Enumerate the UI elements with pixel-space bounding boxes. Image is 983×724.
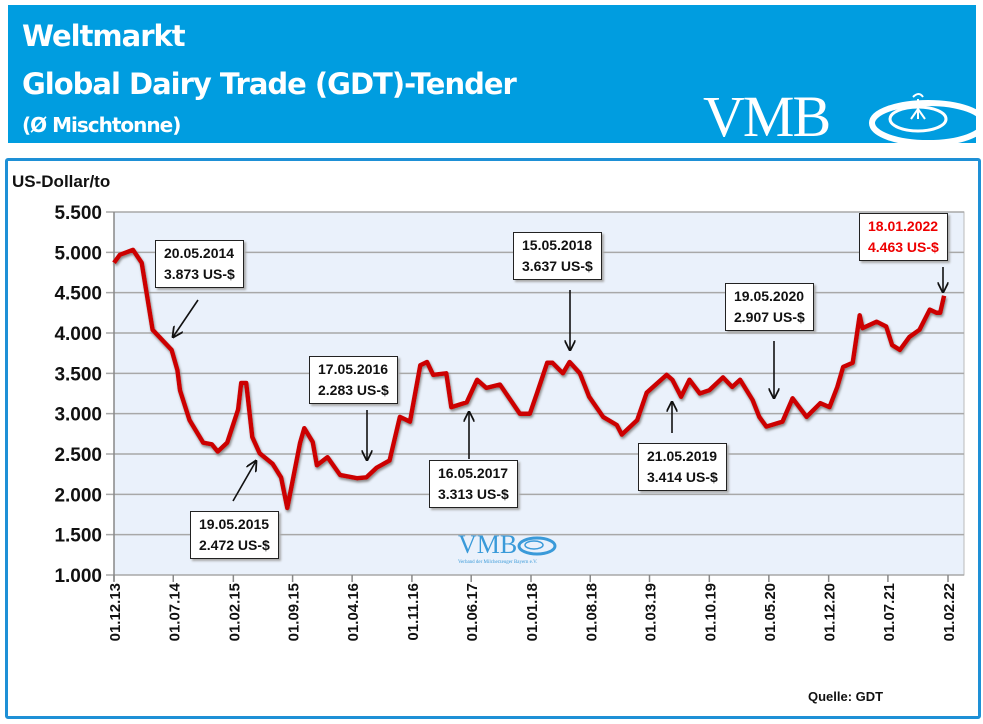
price-line bbox=[112, 247, 947, 511]
annotation-value: 4.463 US-$ bbox=[868, 239, 939, 255]
x-tick-label: 01.02.15 bbox=[226, 583, 243, 641]
y-axis-label: US-Dollar/to bbox=[12, 172, 111, 191]
annotation-date: 20.05.2014 bbox=[164, 245, 235, 261]
annotation-date: 19.05.2015 bbox=[199, 516, 270, 532]
x-tick-label: 01.12.13 bbox=[107, 583, 124, 641]
header-banner: Weltmarkt Global Dairy Trade (GDT)-Tende… bbox=[8, 5, 983, 147]
annotation-value: 2.907 US-$ bbox=[734, 309, 805, 325]
vmb-logo-text: VMB bbox=[703, 84, 831, 149]
watermark-logo-text: VMB bbox=[458, 530, 518, 559]
title-line-1: Weltmarkt bbox=[22, 19, 186, 53]
x-tick-label: 01.12.20 bbox=[822, 583, 839, 641]
annotation-2014: 20.05.2014 3.873 US-$ bbox=[155, 240, 244, 288]
annotation-date: 17.05.2016 bbox=[318, 361, 389, 377]
y-tick-label: 3.500 bbox=[54, 364, 102, 385]
x-tick-label: 01.02.22 bbox=[941, 583, 958, 641]
x-tick-label: 01.03.19 bbox=[643, 583, 660, 641]
x-tick-label: 01.07.14 bbox=[166, 582, 183, 641]
y-tick-label: 1.000 bbox=[54, 566, 102, 587]
watermark-subtitle: Verband der Milcherzeuger Bayern e.V. bbox=[458, 560, 538, 565]
y-tick-label: 1.500 bbox=[54, 526, 102, 547]
y-tick-label: 3.000 bbox=[54, 405, 102, 426]
x-tick-label: 01.09.15 bbox=[286, 583, 303, 641]
x-tick-label: 01.11.16 bbox=[405, 583, 422, 641]
annotation-2015: 19.05.2015 2.472 US-$ bbox=[190, 511, 279, 559]
annotation-2016: 17.05.2016 2.283 US-$ bbox=[309, 356, 398, 404]
watermark-logo-icon bbox=[517, 536, 557, 556]
title-line-2: Global Dairy Trade (GDT)-Tender bbox=[22, 67, 517, 101]
y-tick-label: 2.500 bbox=[54, 445, 102, 466]
annotation-date: 19.05.2020 bbox=[734, 288, 805, 304]
annotation-value: 3.313 US-$ bbox=[438, 486, 509, 502]
annotation-date: 16.05.2017 bbox=[438, 465, 509, 481]
annotation-arrow bbox=[232, 461, 256, 502]
annotation-date: 18.01.2022 bbox=[868, 218, 939, 234]
annotation-2017: 16.05.2017 3.313 US-$ bbox=[429, 460, 518, 508]
x-tick-label: 01.04.16 bbox=[345, 583, 362, 641]
annotation-value: 2.283 US-$ bbox=[318, 382, 389, 398]
annotation-value: 3.873 US-$ bbox=[164, 266, 235, 282]
y-tick-label: 5.500 bbox=[54, 203, 102, 224]
annotation-value: 3.637 US-$ bbox=[522, 258, 593, 274]
y-tick-label: 2.000 bbox=[54, 485, 102, 506]
annotation-value: 3.414 US-$ bbox=[647, 469, 718, 485]
x-tick-label: 01.10.19 bbox=[702, 583, 719, 641]
x-tick-label: 01.06.17 bbox=[464, 583, 481, 641]
y-tick-label: 4.500 bbox=[54, 284, 102, 305]
annotation-2018: 15.05.2018 3.637 US-$ bbox=[513, 232, 602, 280]
source-note: Quelle: GDT bbox=[808, 689, 884, 704]
title-line-3: (Ø Mischtonne) bbox=[22, 113, 181, 137]
y-tick-label: 4.000 bbox=[54, 324, 102, 345]
annotation-arrow bbox=[173, 299, 199, 337]
x-tick-label: 01.01.18 bbox=[524, 583, 541, 641]
annotation-value: 2.472 US-$ bbox=[199, 537, 270, 553]
annotation-2019: 21.05.2019 3.414 US-$ bbox=[638, 443, 727, 491]
annotation-2022-latest: 18.01.2022 4.463 US-$ bbox=[859, 213, 948, 261]
annotation-date: 15.05.2018 bbox=[522, 237, 593, 253]
x-tick-label: 01.08.18 bbox=[583, 583, 600, 641]
vmb-logo: VMB bbox=[703, 84, 983, 149]
annotation-date: 21.05.2019 bbox=[647, 448, 718, 464]
vmb-logo-icon bbox=[869, 93, 983, 146]
watermark: VMB Verband der Milcherzeuger Bayern e.V… bbox=[458, 530, 568, 565]
x-tick-label: 01.05.20 bbox=[762, 583, 779, 641]
annotation-2020: 19.05.2020 2.907 US-$ bbox=[725, 283, 814, 331]
y-tick-label: 5.000 bbox=[54, 243, 102, 264]
x-tick-label: 01.07.21 bbox=[881, 583, 898, 641]
